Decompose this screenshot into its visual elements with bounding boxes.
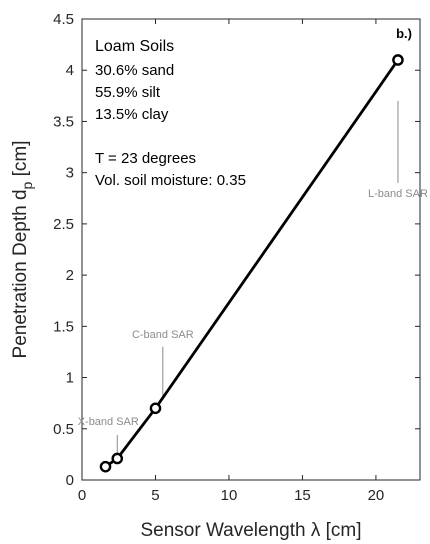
callout-label: L-band SAR — [368, 188, 428, 200]
callout-layer: X-band SAR C-band SAR L-band SAR — [78, 100, 428, 456]
x-tick-label: 5 — [151, 487, 159, 504]
y-tick-label: 1 — [66, 370, 74, 387]
callout-label: C-band SAR — [132, 329, 194, 341]
y-tick-label: 0.5 — [53, 421, 74, 438]
annotation-clay: 13.5% clay — [95, 106, 169, 123]
data-point-marker — [111, 452, 124, 465]
y-tick-label: 0 — [66, 472, 74, 489]
series-layer — [99, 54, 404, 473]
annotation-temperature: T = 23 degrees — [95, 150, 196, 167]
y-tick-label: 4.5 — [53, 11, 74, 28]
annotation-title: Loam Soils — [95, 38, 174, 55]
y-axis-label: Penetration Depth dp [cm] — [10, 141, 35, 359]
y-tick-label: 2 — [66, 267, 74, 284]
annotation-sand: 30.6% sand — [95, 62, 174, 79]
data-point-marker — [392, 54, 404, 66]
x-tick-label: 0 — [78, 487, 86, 504]
data-point-marker — [149, 402, 162, 415]
soil-annotation: Loam Soils 30.6% sand 55.9% silt 13.5% c… — [95, 38, 246, 189]
annotation-silt: 55.9% silt — [95, 84, 161, 101]
y-axis-label-unit: [cm] — [10, 141, 31, 182]
y-tick-label: 4 — [66, 62, 74, 79]
y-tick-label: 3.5 — [53, 113, 74, 130]
panel-label: b.) — [396, 26, 412, 41]
series-line — [104, 59, 400, 468]
data-point-marker — [99, 460, 112, 473]
y-tick-label: 2.5 — [53, 216, 74, 233]
y-tick-label: 3 — [66, 165, 74, 182]
callout-label: X-band SAR — [78, 416, 139, 428]
y-axis-label-main: Penetration Depth d — [10, 189, 31, 358]
x-tick-label: 15 — [294, 487, 311, 504]
plot-frame — [81, 18, 421, 481]
tick-layer: 0 5 10 15 20 0 0.5 1 1.5 2 2.5 3 3.5 4 4.5 — [53, 11, 420, 504]
y-tick-label: 1.5 — [53, 318, 74, 335]
annotation-moisture: Vol. soil moisture: 0.35 — [95, 172, 246, 189]
y-axis-label-subscript: p — [19, 181, 35, 189]
x-tick-label: 10 — [221, 487, 238, 504]
x-axis-label: Sensor Wavelength λ [cm] — [140, 520, 361, 541]
x-tick-label: 20 — [368, 487, 385, 504]
